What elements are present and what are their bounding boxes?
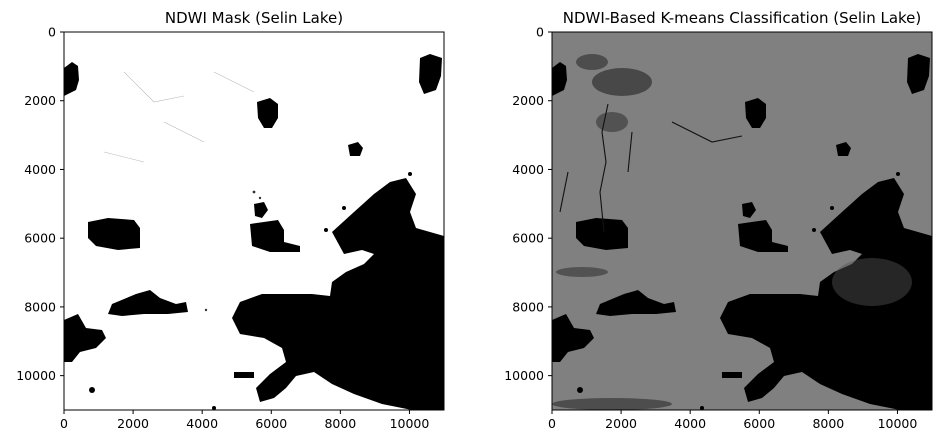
y-tick-label: 0: [48, 25, 56, 40]
ndwi-mask-image: [64, 32, 444, 410]
y-tick-label: 10000: [16, 368, 56, 383]
axes-left: 0 2000 4000 6000 8000 10000 0 2000 4000 6000 8000 1…: [16, 25, 429, 432]
x-tick-label: 0: [548, 416, 556, 431]
y-tick-label: 4000: [24, 162, 56, 177]
y-tick-label: 0: [536, 25, 544, 40]
x-tick-label: 4000: [186, 416, 218, 431]
y-tick-label: 4000: [512, 162, 544, 177]
y-tick-label: 10000: [504, 368, 544, 383]
y-tick-label: 8000: [24, 299, 56, 314]
x-tick-label: 8000: [812, 416, 844, 431]
x-tick-label: 10000: [390, 416, 430, 431]
x-tick-label: 2000: [605, 416, 637, 431]
axes-right: 0 2000 4000 6000 8000 10000 0 2000 4000 6000 8000 1…: [504, 25, 917, 432]
y-tick-label: 6000: [24, 231, 56, 246]
x-tick-label: 6000: [255, 416, 287, 431]
kmeans-image: [552, 32, 932, 410]
y-tick-label: 8000: [512, 299, 544, 314]
plot-frame: [551, 31, 933, 411]
panel-ndwi-mask: NDWI Mask (Selin Lake) 0 2000 4000 6000 8000…: [16, 9, 445, 432]
x-tick-label: 6000: [743, 416, 775, 431]
panel-kmeans: NDWI-Based K-means Classification (Selin…: [504, 9, 933, 432]
y-tick-label: 6000: [512, 231, 544, 246]
x-tick-label: 2000: [117, 416, 149, 431]
plot-frame: [63, 31, 445, 411]
panel-title: NDWI-Based K-means Classification (Selin…: [563, 9, 922, 27]
y-tick-label: 2000: [512, 93, 544, 108]
panel-title: NDWI Mask (Selin Lake): [165, 9, 343, 27]
y-tick-label: 2000: [24, 93, 56, 108]
x-tick-label: 8000: [324, 416, 356, 431]
x-tick-label: 0: [60, 416, 68, 431]
x-tick-label: 10000: [878, 416, 918, 431]
x-tick-label: 4000: [674, 416, 706, 431]
